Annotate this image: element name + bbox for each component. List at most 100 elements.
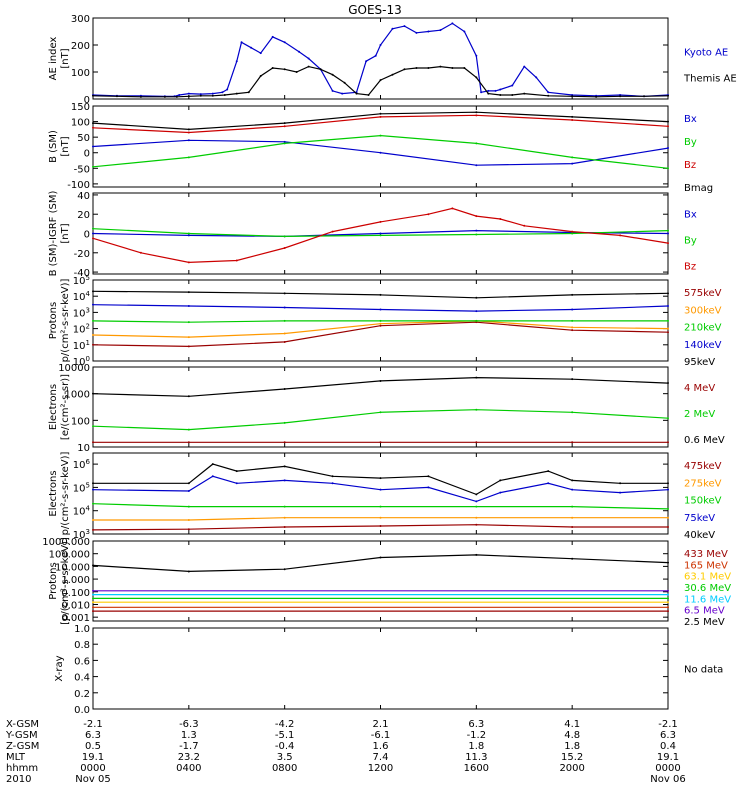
data-point <box>175 95 178 98</box>
legend-entry: 433 MeV <box>684 549 728 560</box>
data-point <box>259 52 262 55</box>
data-point <box>547 91 550 94</box>
data-point <box>475 215 478 218</box>
y-axis-label: [nT] <box>60 48 71 68</box>
data-point <box>571 441 574 444</box>
data-point <box>187 95 190 98</box>
data-point <box>523 92 526 95</box>
x-row-label: hhmm <box>6 763 38 774</box>
data-point <box>571 293 574 296</box>
data-point <box>415 31 418 34</box>
y-tick-label: 105 <box>73 274 90 287</box>
y-tick-label: 102 <box>73 323 90 336</box>
data-point <box>475 376 478 379</box>
data-point <box>187 518 190 521</box>
legend-entry: Kyoto AE <box>684 48 728 59</box>
data-point <box>667 488 669 491</box>
y-axis-label: Electrons <box>48 384 59 430</box>
data-point <box>475 164 478 167</box>
data-point <box>667 147 669 150</box>
panel-b_sm: 150 100 50 0 -50 -100 B (SM) [nT] Bx By Bz Bmag <box>48 102 713 194</box>
y-tick-label: 0 <box>84 95 90 106</box>
y-tick-label: 101 <box>73 339 90 352</box>
y-tick-label: 104 <box>73 290 91 303</box>
x-row-value: 23.2 <box>178 752 200 763</box>
legend-entry: 95keV <box>684 357 715 368</box>
y-tick-label: -20 <box>74 249 90 260</box>
data-point <box>247 91 250 94</box>
data-point <box>475 319 478 322</box>
data-point <box>283 525 286 528</box>
x-row-value: 19.1 <box>82 752 104 763</box>
legend-entry: Bz <box>684 262 696 273</box>
legend-entry: 475keV <box>684 461 722 472</box>
x-row-value: 0.4 <box>660 741 676 752</box>
data-point <box>379 220 382 223</box>
data-point <box>475 493 478 496</box>
y-tick-label: 0.100 <box>61 588 90 599</box>
data-point <box>379 441 382 444</box>
data-point <box>379 516 382 519</box>
y-tick-label: 100 <box>73 355 90 368</box>
y-tick-label: 0.4 <box>74 673 90 684</box>
data-point <box>235 259 238 262</box>
panel-electrons_kev: 103 104 105 106 Electrons p/(cm²-s-sr-keV)] 47… <box>48 452 722 541</box>
data-point <box>283 41 286 44</box>
data-point <box>499 93 502 96</box>
data-point <box>187 156 190 159</box>
data-point <box>250 46 253 49</box>
data-point <box>187 528 190 531</box>
data-point <box>235 92 238 95</box>
data-point <box>391 27 394 30</box>
x-row-value: 6.3 <box>85 730 101 741</box>
data-point <box>379 505 382 508</box>
data-point <box>199 93 202 96</box>
data-point <box>283 387 286 390</box>
data-point <box>667 94 669 97</box>
data-point <box>379 134 382 137</box>
series-line-40kev <box>93 463 668 496</box>
y-tick-label: 0.6 <box>74 656 90 667</box>
figure-title: GOES-13 <box>348 3 402 17</box>
data-point <box>187 131 190 134</box>
data-point <box>475 310 478 313</box>
data-point <box>667 601 669 604</box>
data-point <box>92 319 94 322</box>
panel-b_minus_igrf: 40 20 0 -20 -40 B (SM)-IGRF (SM) [nT] Bx By Bz <box>48 191 697 280</box>
data-point <box>307 57 310 60</box>
x-row-value: 11.3 <box>465 752 487 763</box>
legend-entry: 11.6 MeV <box>684 594 731 605</box>
y-axis-label: B (SM) <box>48 130 59 163</box>
no-data-note: No data <box>684 665 723 676</box>
legend-entry: 150keV <box>684 496 722 507</box>
data-point <box>451 22 454 25</box>
data-point <box>571 162 574 165</box>
x-row-value: 15.2 <box>561 752 583 763</box>
data-point <box>379 234 382 237</box>
data-point <box>439 65 442 68</box>
data-point <box>643 95 646 98</box>
legend-entry: 300keV <box>684 305 722 316</box>
x-axis-table: X-GSM -2.1 -6.3 -4.2 2.1 6.3 4.1 -2.1 Y-GSM 6.3 1.… <box>5 719 686 785</box>
data-point <box>427 66 430 69</box>
y-tick-label: 100 <box>71 68 90 79</box>
data-point <box>667 319 669 322</box>
x-row-value: -2.1 <box>658 719 678 730</box>
data-point <box>475 500 478 503</box>
x-row-value: Nov 06 <box>650 774 685 785</box>
legend-entry: 275keV <box>684 478 722 489</box>
x-row-value: 0000 <box>80 763 105 774</box>
data-point <box>571 115 574 118</box>
legend-entry: 165 MeV <box>684 560 728 571</box>
data-point <box>439 29 442 32</box>
data-point <box>379 151 382 154</box>
data-point <box>92 334 94 337</box>
data-point <box>331 482 334 485</box>
data-point <box>667 561 669 564</box>
data-point <box>379 44 382 46</box>
data-point <box>475 114 478 117</box>
data-point <box>451 207 454 210</box>
data-point <box>499 479 502 482</box>
data-point <box>115 95 118 98</box>
